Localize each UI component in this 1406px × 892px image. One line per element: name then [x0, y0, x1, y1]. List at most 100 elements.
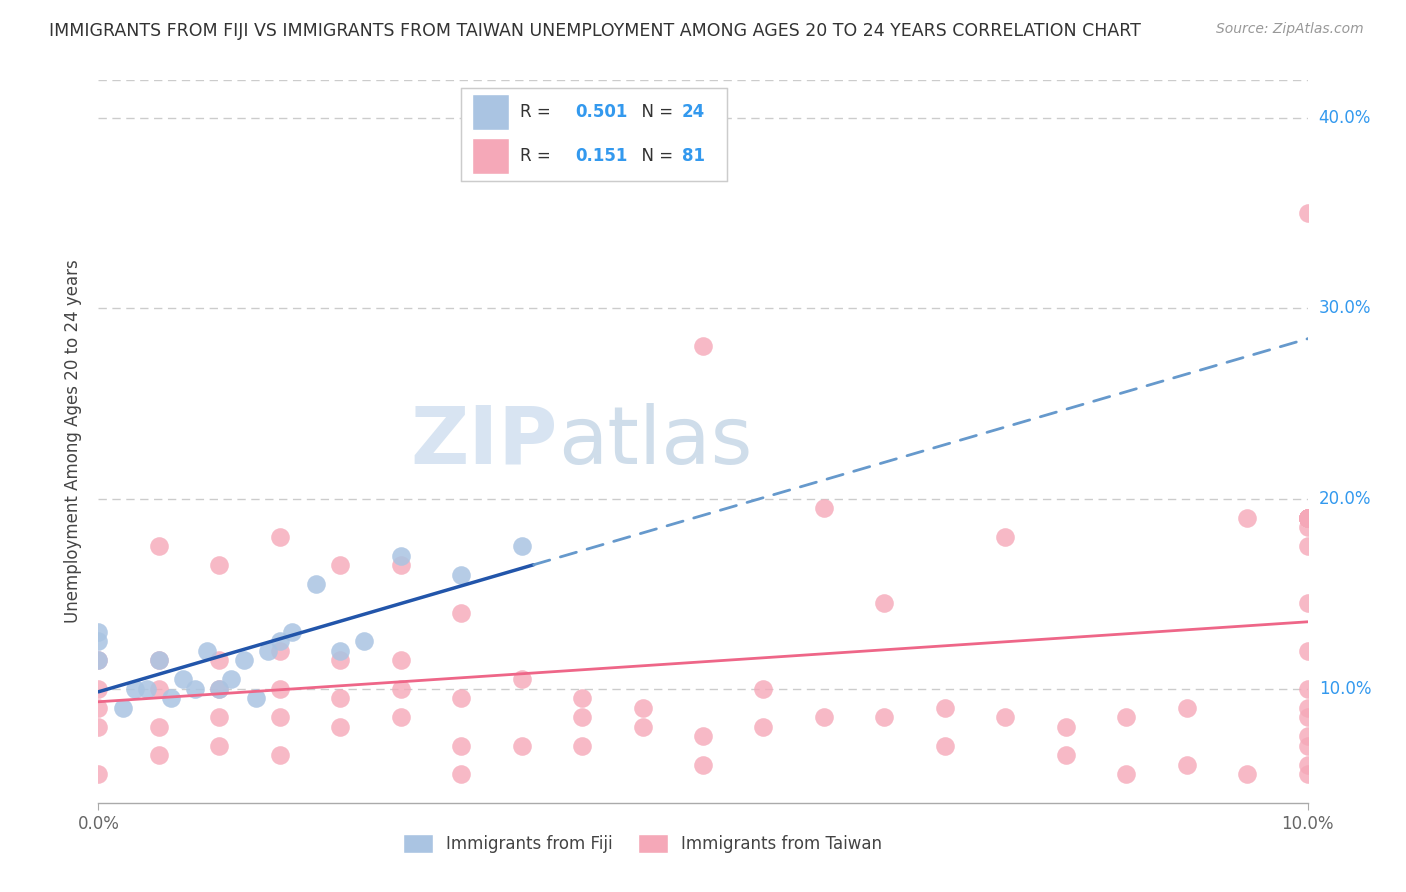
Text: 10.0%: 10.0%: [1319, 680, 1371, 698]
Text: 20.0%: 20.0%: [1319, 490, 1371, 508]
Point: [87, 767, 110, 781]
Point: [1296, 757, 1319, 772]
Point: [329, 720, 352, 734]
Point: [1296, 510, 1319, 524]
Point: [1296, 700, 1319, 714]
Point: [148, 653, 170, 667]
Point: [571, 710, 593, 724]
Point: [87, 653, 110, 667]
Point: [256, 643, 278, 657]
Point: [1296, 510, 1319, 524]
Point: [571, 739, 593, 753]
Point: [1296, 206, 1319, 220]
Point: [208, 710, 231, 724]
Point: [148, 653, 170, 667]
Point: [245, 691, 267, 706]
Point: [160, 691, 183, 706]
Point: [87, 653, 110, 667]
Point: [450, 691, 472, 706]
Text: ZIP: ZIP: [411, 402, 558, 481]
Point: [87, 700, 110, 714]
Point: [269, 634, 291, 648]
Point: [195, 643, 218, 657]
Point: [1296, 510, 1319, 524]
Point: [184, 681, 207, 696]
Point: [1296, 510, 1319, 524]
Point: [208, 681, 231, 696]
Point: [1296, 510, 1319, 524]
Point: [208, 681, 231, 696]
Point: [631, 720, 654, 734]
Point: [232, 653, 254, 667]
Point: [389, 549, 412, 563]
Point: [329, 691, 352, 706]
Point: [1054, 720, 1077, 734]
Point: [571, 691, 593, 706]
Point: [389, 558, 412, 573]
Point: [450, 767, 472, 781]
Point: [148, 539, 170, 553]
Point: [510, 672, 533, 686]
Point: [329, 558, 352, 573]
Point: [389, 653, 412, 667]
Point: [1296, 510, 1319, 524]
Point: [510, 739, 533, 753]
Point: [1296, 520, 1319, 534]
Text: 40.0%: 40.0%: [1319, 110, 1371, 128]
Text: 30.0%: 30.0%: [1319, 300, 1371, 318]
Point: [221, 672, 243, 686]
Point: [87, 624, 110, 639]
Point: [631, 700, 654, 714]
Point: [172, 672, 194, 686]
Text: atlas: atlas: [558, 402, 752, 481]
Point: [1236, 510, 1258, 524]
Point: [389, 710, 412, 724]
Point: [994, 710, 1017, 724]
Point: [269, 710, 291, 724]
Point: [934, 739, 956, 753]
Point: [87, 720, 110, 734]
Point: [1296, 643, 1319, 657]
Point: [1296, 681, 1319, 696]
Point: [1054, 748, 1077, 763]
Point: [1296, 539, 1319, 553]
Point: [329, 643, 352, 657]
Point: [1175, 700, 1198, 714]
Point: [353, 634, 375, 648]
Point: [450, 606, 472, 620]
Point: [1296, 510, 1319, 524]
Point: [1296, 767, 1319, 781]
Legend: Immigrants from Fiji, Immigrants from Taiwan: Immigrants from Fiji, Immigrants from Ta…: [396, 827, 889, 860]
Point: [692, 339, 714, 353]
Point: [1296, 710, 1319, 724]
Point: [1296, 510, 1319, 524]
Point: [269, 681, 291, 696]
Point: [873, 596, 896, 610]
Text: IMMIGRANTS FROM FIJI VS IMMIGRANTS FROM TAIWAN UNEMPLOYMENT AMONG AGES 20 TO 24 : IMMIGRANTS FROM FIJI VS IMMIGRANTS FROM …: [49, 22, 1142, 40]
Point: [208, 739, 231, 753]
Point: [1296, 729, 1319, 743]
Point: [148, 681, 170, 696]
Point: [389, 681, 412, 696]
Point: [208, 653, 231, 667]
Point: [208, 558, 231, 573]
Point: [450, 739, 472, 753]
Point: [269, 530, 291, 544]
Point: [148, 720, 170, 734]
Point: [1296, 510, 1319, 524]
Text: Source: ZipAtlas.com: Source: ZipAtlas.com: [1216, 22, 1364, 37]
Point: [510, 539, 533, 553]
Point: [994, 530, 1017, 544]
Point: [1175, 757, 1198, 772]
Point: [305, 577, 328, 591]
Point: [934, 700, 956, 714]
Point: [329, 653, 352, 667]
Point: [111, 700, 134, 714]
Point: [813, 710, 835, 724]
Point: [450, 567, 472, 582]
Point: [692, 757, 714, 772]
Point: [148, 748, 170, 763]
Point: [1115, 767, 1137, 781]
Point: [873, 710, 896, 724]
Point: [87, 634, 110, 648]
